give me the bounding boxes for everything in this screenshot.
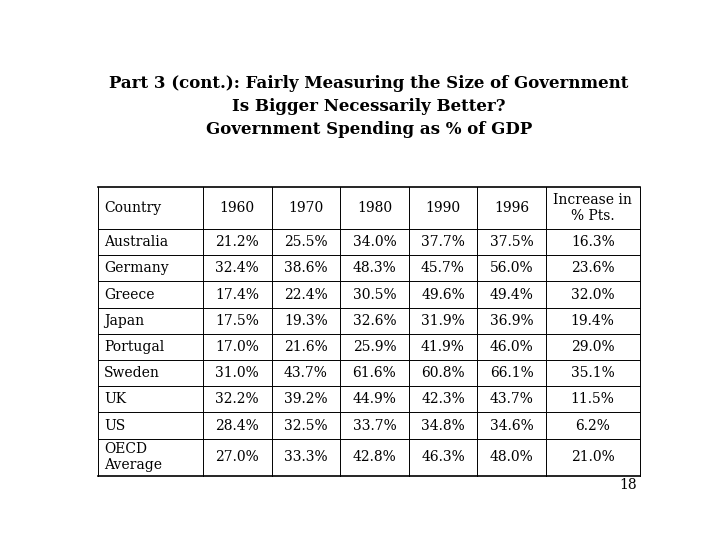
Text: Greece: Greece (104, 287, 155, 301)
Text: 32.2%: 32.2% (215, 393, 259, 406)
Text: 48.0%: 48.0% (490, 450, 534, 464)
Text: 1996: 1996 (494, 201, 529, 215)
Text: 43.7%: 43.7% (490, 393, 534, 406)
Text: 42.8%: 42.8% (353, 450, 396, 464)
Text: OECD
Average: OECD Average (104, 442, 162, 472)
Text: 28.4%: 28.4% (215, 418, 259, 433)
Text: 23.6%: 23.6% (571, 261, 615, 275)
Text: Sweden: Sweden (104, 366, 160, 380)
Text: 36.9%: 36.9% (490, 314, 534, 328)
Text: 56.0%: 56.0% (490, 261, 534, 275)
Text: UK: UK (104, 393, 126, 406)
Text: 39.2%: 39.2% (284, 393, 328, 406)
Text: 1990: 1990 (426, 201, 461, 215)
Text: 38.6%: 38.6% (284, 261, 328, 275)
Text: 17.0%: 17.0% (215, 340, 259, 354)
Text: 34.0%: 34.0% (353, 235, 396, 249)
Text: 66.1%: 66.1% (490, 366, 534, 380)
Text: 61.6%: 61.6% (353, 366, 396, 380)
Text: 34.6%: 34.6% (490, 418, 534, 433)
Text: 17.5%: 17.5% (215, 314, 259, 328)
Text: 11.5%: 11.5% (571, 393, 615, 406)
Text: 21.2%: 21.2% (215, 235, 259, 249)
Text: 33.7%: 33.7% (353, 418, 396, 433)
Text: 49.6%: 49.6% (421, 287, 465, 301)
Text: Country: Country (104, 201, 161, 215)
Text: 21.6%: 21.6% (284, 340, 328, 354)
Text: 37.7%: 37.7% (421, 235, 465, 249)
Text: 35.1%: 35.1% (571, 366, 615, 380)
Text: 16.3%: 16.3% (571, 235, 615, 249)
Text: 44.9%: 44.9% (353, 393, 396, 406)
Text: Japan: Japan (104, 314, 144, 328)
Text: 19.3%: 19.3% (284, 314, 328, 328)
Text: 1960: 1960 (220, 201, 255, 215)
Text: 19.4%: 19.4% (571, 314, 615, 328)
Text: 31.0%: 31.0% (215, 366, 259, 380)
Text: Australia: Australia (104, 235, 168, 249)
Text: Portugal: Portugal (104, 340, 164, 354)
Text: 32.0%: 32.0% (571, 287, 615, 301)
Text: 30.5%: 30.5% (353, 287, 396, 301)
Text: Germany: Germany (104, 261, 168, 275)
Text: 1970: 1970 (288, 201, 323, 215)
Text: 32.5%: 32.5% (284, 418, 328, 433)
Text: 37.5%: 37.5% (490, 235, 534, 249)
Text: Increase in
% Pts.: Increase in % Pts. (553, 193, 632, 224)
Text: 41.9%: 41.9% (421, 340, 465, 354)
Text: 33.3%: 33.3% (284, 450, 328, 464)
Text: US: US (104, 418, 125, 433)
Text: 45.7%: 45.7% (421, 261, 465, 275)
Text: 17.4%: 17.4% (215, 287, 259, 301)
Text: 60.8%: 60.8% (421, 366, 465, 380)
Text: 18: 18 (619, 478, 637, 492)
Text: 25.9%: 25.9% (353, 340, 396, 354)
Text: 46.0%: 46.0% (490, 340, 534, 354)
Text: 27.0%: 27.0% (215, 450, 259, 464)
Text: 21.0%: 21.0% (571, 450, 615, 464)
Text: 22.4%: 22.4% (284, 287, 328, 301)
Text: 31.9%: 31.9% (421, 314, 465, 328)
Text: 46.3%: 46.3% (421, 450, 465, 464)
Text: 48.3%: 48.3% (353, 261, 396, 275)
Text: 6.2%: 6.2% (575, 418, 610, 433)
Text: 43.7%: 43.7% (284, 366, 328, 380)
Text: Part 3 (cont.): Fairly Measuring the Size of Government
Is Bigger Necessarily Be: Part 3 (cont.): Fairly Measuring the Siz… (109, 75, 629, 138)
Text: 32.6%: 32.6% (353, 314, 396, 328)
Text: 32.4%: 32.4% (215, 261, 259, 275)
Text: 34.8%: 34.8% (421, 418, 465, 433)
Text: 49.4%: 49.4% (490, 287, 534, 301)
Text: 25.5%: 25.5% (284, 235, 328, 249)
Text: 1980: 1980 (357, 201, 392, 215)
Text: 29.0%: 29.0% (571, 340, 615, 354)
Text: 42.3%: 42.3% (421, 393, 465, 406)
